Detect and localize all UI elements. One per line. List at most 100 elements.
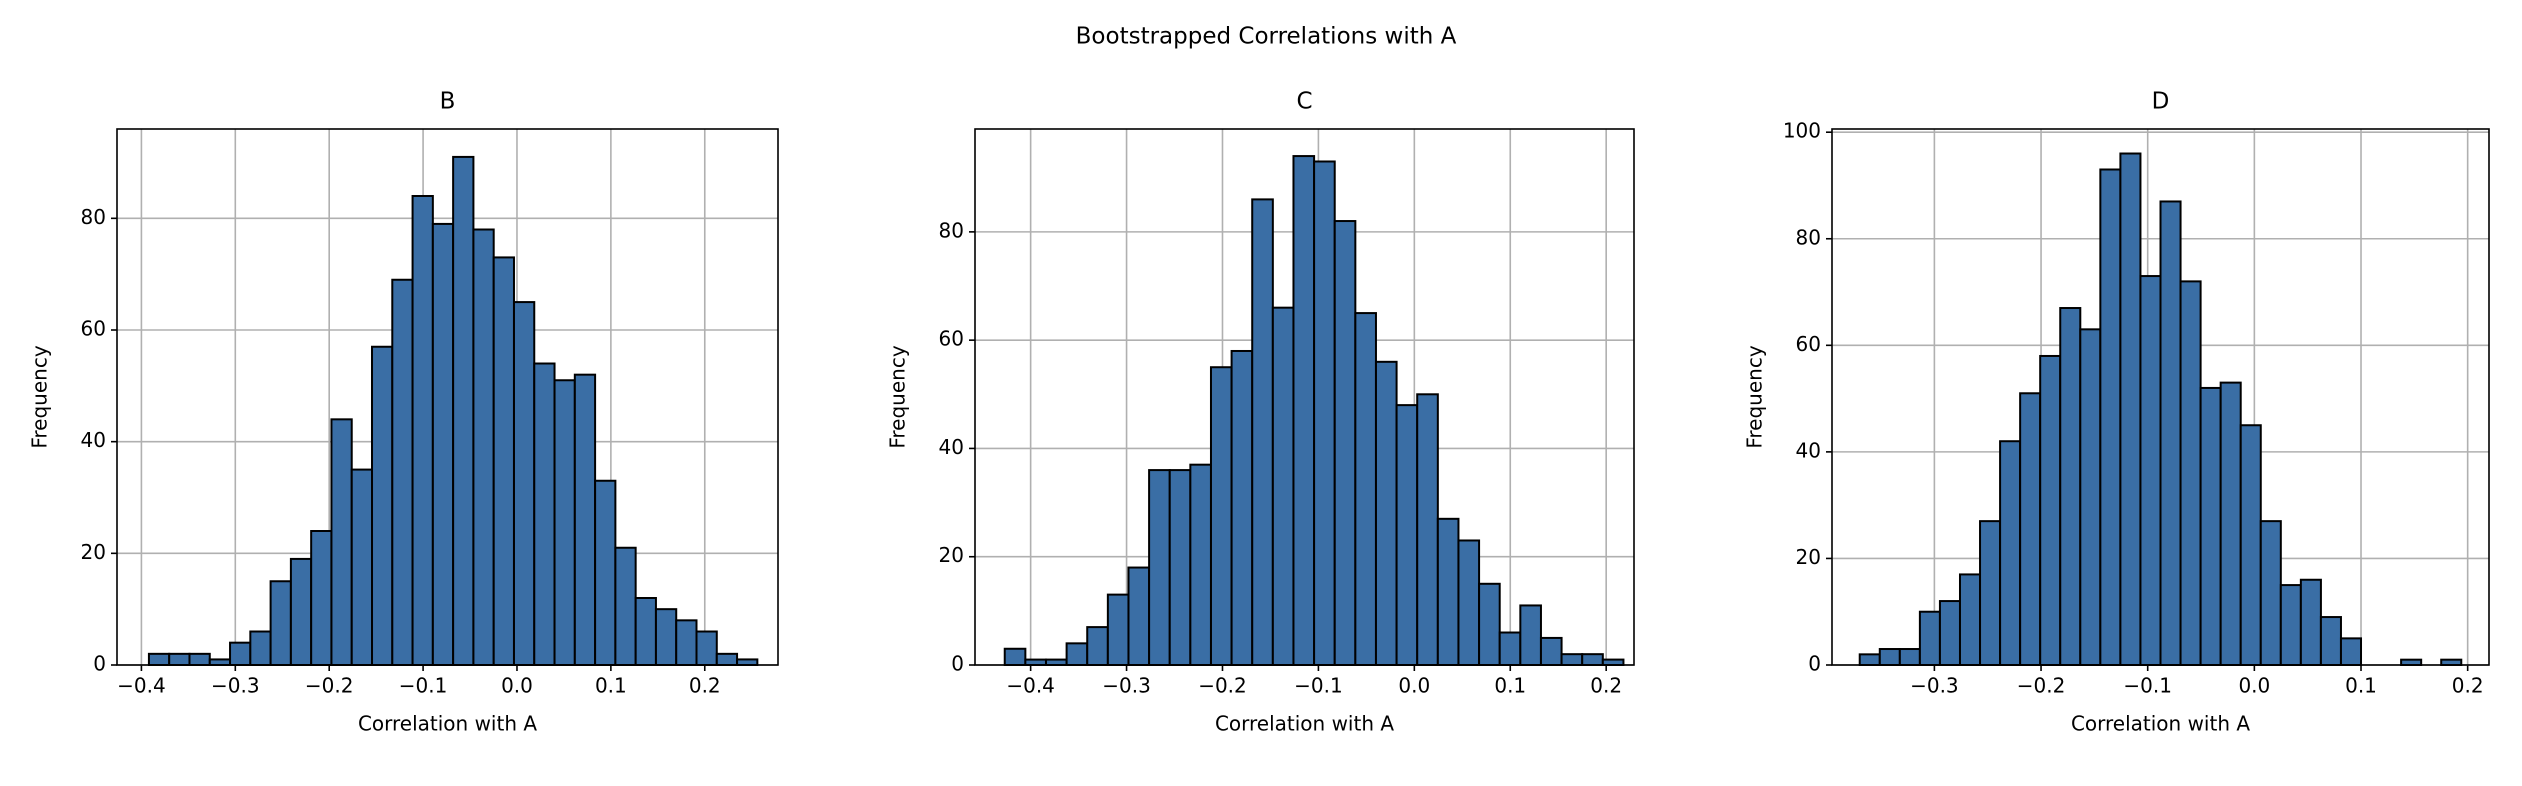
bar [2099, 168, 2122, 666]
bar [1168, 469, 1192, 666]
bar [1560, 653, 1584, 666]
bar [249, 630, 272, 666]
bar [1106, 593, 1130, 666]
x-tick-label: 0.0 [1398, 674, 1430, 698]
bar [371, 345, 394, 666]
subplot-title: D [2152, 89, 2170, 115]
x-tick-label: 0.0 [501, 674, 533, 698]
bar [614, 546, 637, 666]
bar [2299, 578, 2322, 666]
bar [2059, 307, 2082, 666]
bar [1519, 604, 1542, 667]
x-tick-label: 0.1 [595, 674, 627, 698]
bar [675, 619, 698, 666]
bar [1148, 469, 1171, 666]
y-tick-label: 60 [1796, 332, 1821, 356]
bar [594, 479, 617, 666]
y-axis-label: Frequency [886, 345, 910, 448]
bar [1979, 520, 2002, 666]
bar [1313, 160, 1336, 666]
bar [533, 362, 556, 666]
bar [2259, 520, 2282, 666]
x-axis-label: Correlation with A [2071, 712, 2250, 736]
x-tick-label: −0.2 [305, 674, 354, 698]
bar [310, 530, 333, 666]
y-axis-label: Frequency [1743, 345, 1767, 448]
y-tick-label: 80 [81, 205, 106, 229]
y-tick-label: 20 [1796, 545, 1821, 569]
axes-frame [974, 128, 1635, 666]
bar [411, 195, 434, 666]
x-tick-label: −0.2 [2017, 674, 2066, 698]
bar [2019, 392, 2042, 666]
bar [654, 608, 678, 667]
bar [2079, 328, 2102, 666]
bar [2319, 616, 2342, 667]
bar [452, 155, 475, 667]
bar [553, 379, 576, 666]
y-tick-label: 40 [81, 428, 106, 452]
bar [289, 557, 313, 667]
bar [736, 658, 759, 667]
bar [2039, 354, 2062, 666]
axes-frame [116, 128, 779, 666]
bar [1044, 658, 1068, 667]
bar [188, 652, 211, 666]
axes-frame [1831, 128, 2490, 666]
bar [715, 652, 739, 666]
x-tick-label: −0.4 [117, 674, 166, 698]
bar [1858, 653, 1881, 666]
bar [1539, 636, 1563, 667]
bar [431, 222, 455, 667]
bar [1354, 312, 1377, 666]
bar [1271, 306, 1295, 666]
subplot-title: B [440, 89, 456, 115]
bar [1189, 463, 1212, 666]
y-tick-label: 100 [1783, 119, 1821, 143]
bar [1127, 566, 1151, 667]
y-axis-label: Frequency [28, 345, 52, 448]
bar [2139, 275, 2162, 666]
y-tick-label: 40 [939, 435, 964, 459]
bar [1878, 648, 1901, 667]
bar [1938, 600, 1961, 666]
x-tick-label: 0.1 [2345, 674, 2377, 698]
x-axis-label: Correlation with A [1215, 712, 1394, 736]
subplot-title: C [1296, 89, 1312, 115]
y-tick-label: 60 [939, 327, 964, 351]
bar [1478, 582, 1501, 667]
bar [1251, 198, 1274, 666]
bar [229, 641, 252, 667]
bar [147, 652, 171, 666]
bar [1209, 366, 1233, 666]
bar [492, 256, 515, 666]
y-tick-label: 20 [81, 540, 106, 564]
bar [1581, 653, 1604, 666]
x-tick-label: −0.3 [1910, 674, 1959, 698]
bar [1003, 647, 1027, 666]
x-tick-label: −0.1 [399, 674, 448, 698]
bar [1498, 631, 1522, 666]
y-tick-label: 60 [81, 317, 106, 341]
bar [269, 580, 292, 666]
bar [350, 468, 374, 667]
bar [1416, 393, 1439, 666]
bar [2119, 152, 2142, 666]
x-tick-label: 0.2 [2452, 674, 2484, 698]
bar [2279, 584, 2302, 667]
bar [208, 658, 232, 667]
x-tick-label: −0.3 [211, 674, 260, 698]
bar [2239, 424, 2262, 666]
bar [1065, 642, 1089, 667]
x-tick-label: −0.1 [2123, 674, 2172, 698]
x-tick-label: −0.2 [1198, 674, 1247, 698]
bar [573, 373, 597, 666]
bar [330, 418, 353, 667]
bar [1292, 155, 1316, 666]
bar [1601, 658, 1625, 667]
y-tick-label: 20 [939, 543, 964, 567]
y-tick-label: 0 [1808, 652, 1821, 676]
bar [1230, 349, 1254, 666]
bar [512, 301, 536, 666]
